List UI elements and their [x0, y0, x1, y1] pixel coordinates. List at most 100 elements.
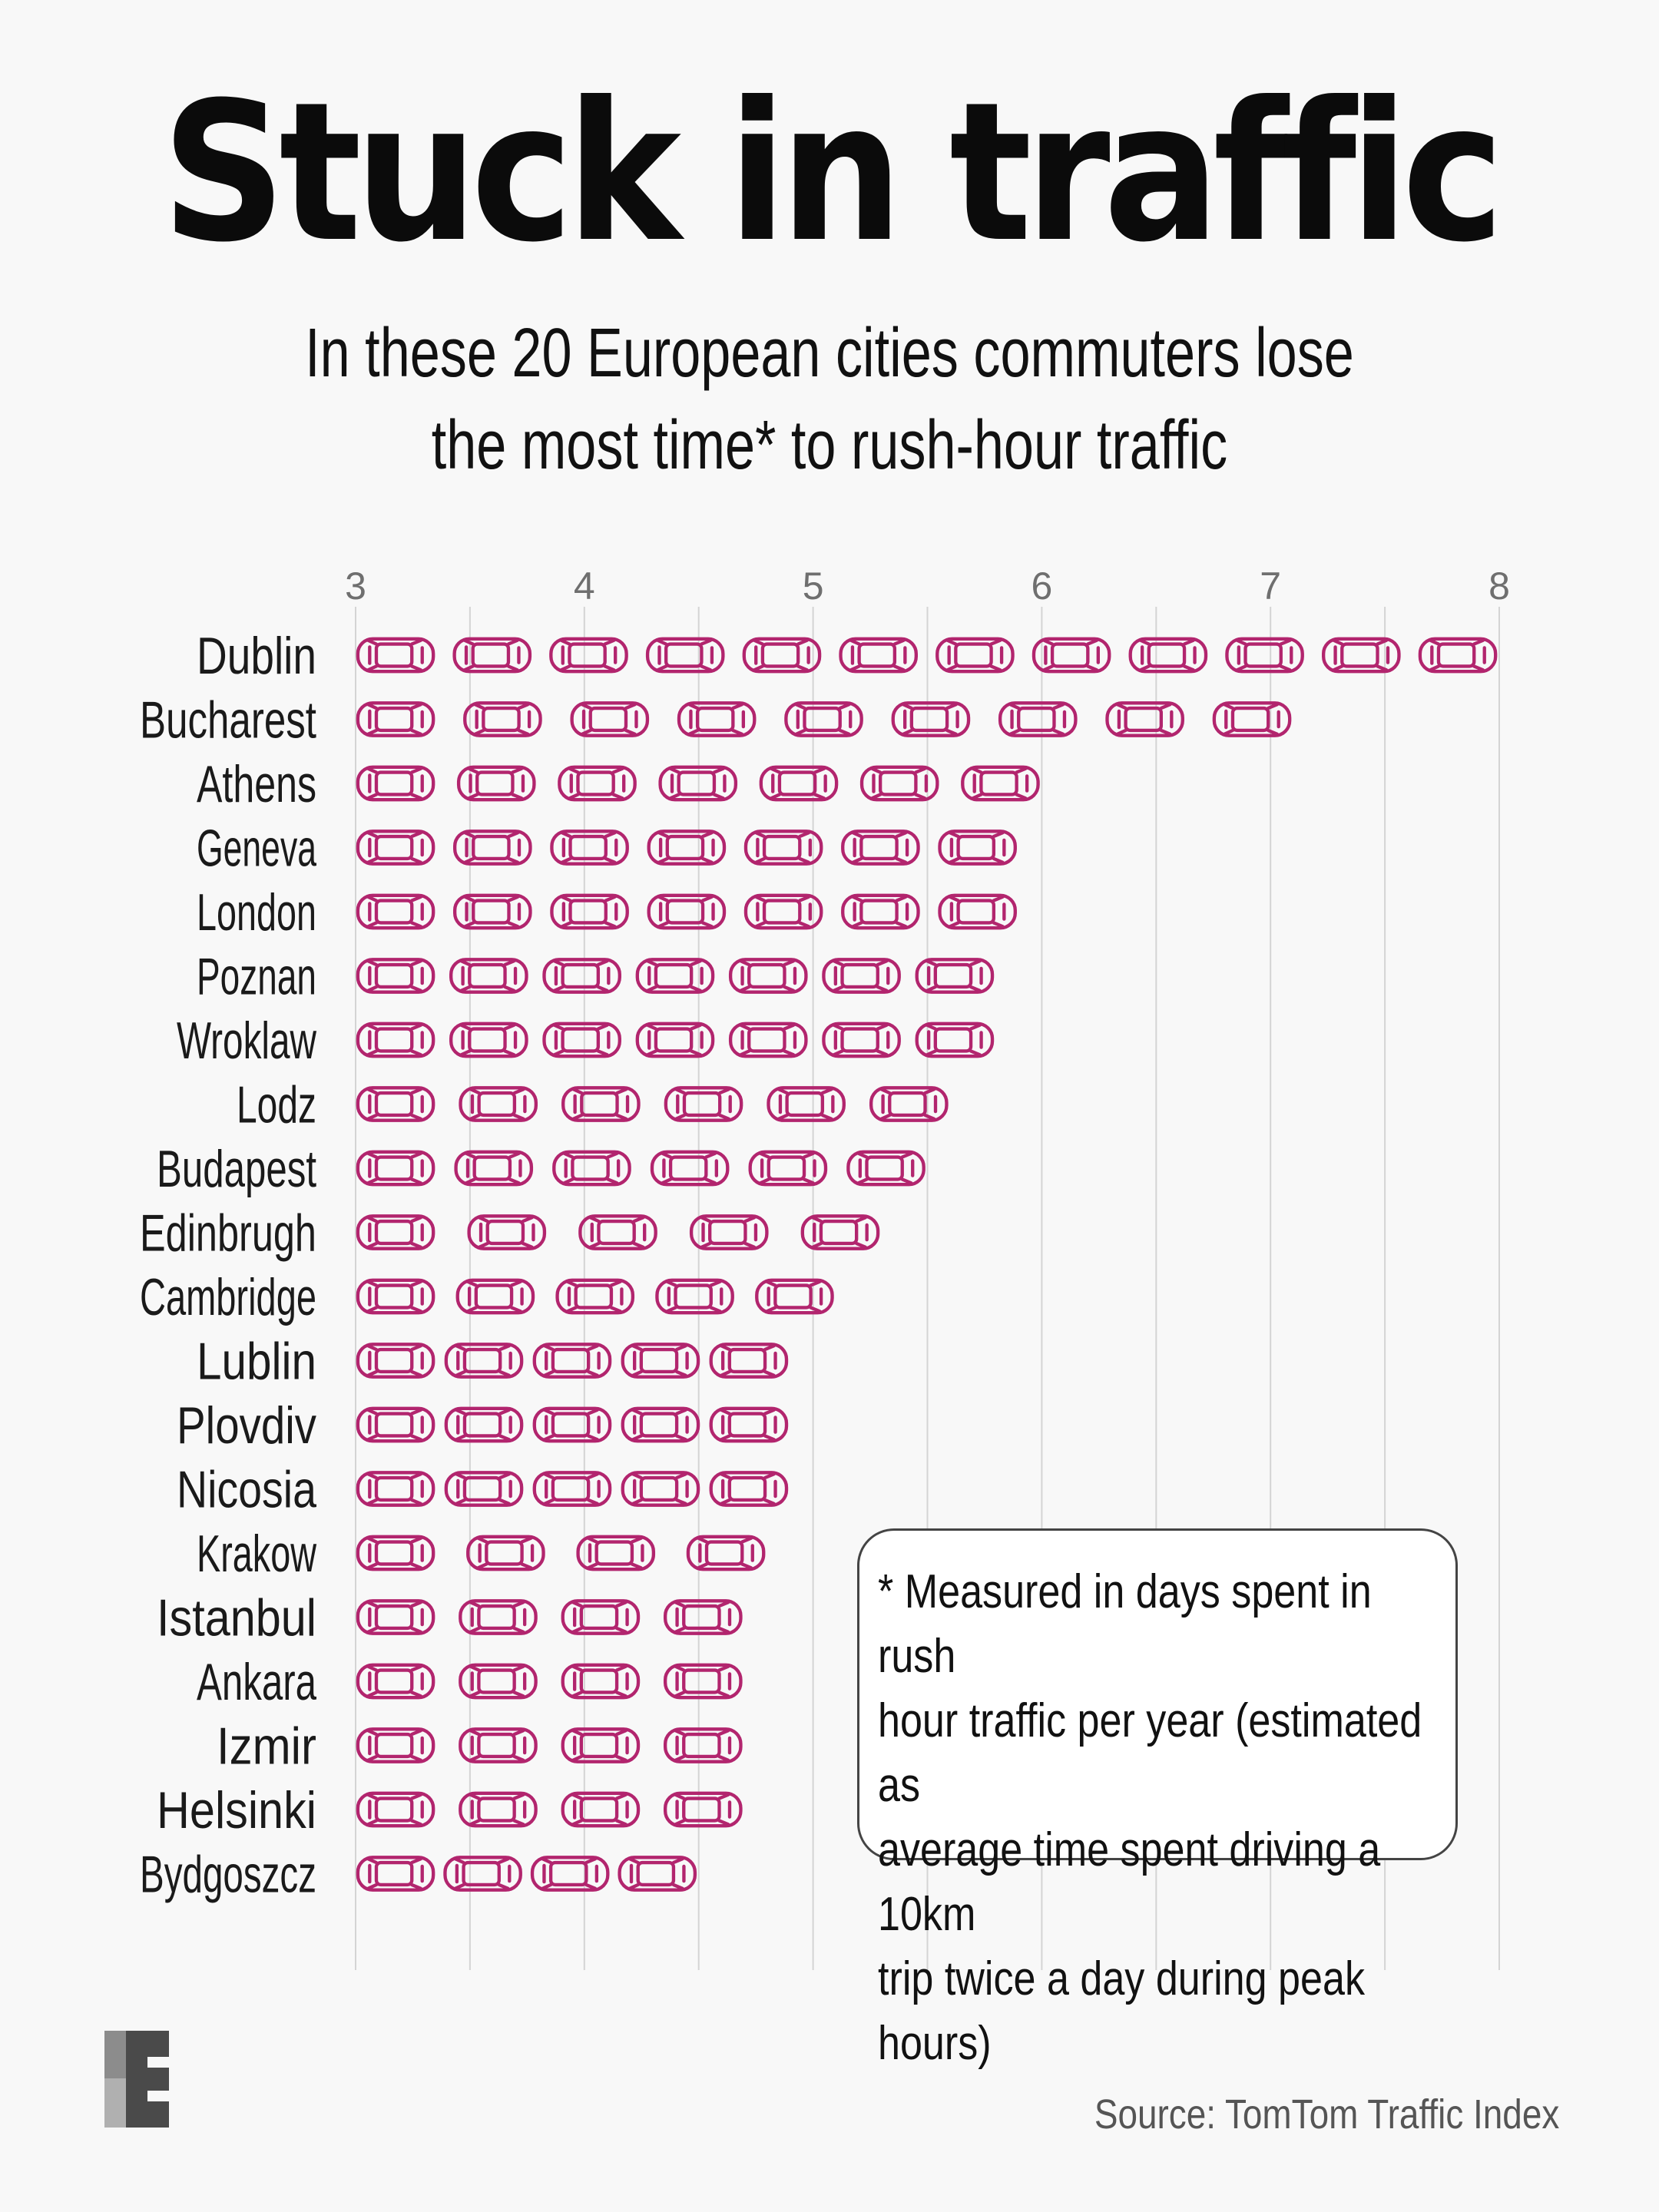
car-icon — [358, 1472, 433, 1505]
car-icon — [558, 1280, 633, 1313]
car-icon — [358, 1665, 433, 1697]
city-label: Cambridge — [140, 1268, 316, 1326]
car-icon — [469, 1216, 545, 1248]
car-icon — [358, 1601, 433, 1633]
car-icon — [711, 1344, 786, 1376]
car-icon — [666, 1088, 741, 1120]
city-label: Lublin — [197, 1333, 316, 1391]
car-icon — [730, 1024, 806, 1056]
car-icon — [358, 1857, 433, 1889]
bar-krakow — [358, 1537, 763, 1569]
car-icon — [460, 1793, 535, 1826]
car-icon — [445, 1857, 520, 1889]
car-icon — [691, 1216, 767, 1248]
car-icon — [757, 1280, 832, 1313]
car-icon — [446, 1472, 522, 1505]
city-label: London — [197, 883, 316, 942]
x-tick-label: 3 — [345, 565, 366, 608]
car-icon — [532, 1857, 608, 1889]
car-icon — [451, 1024, 526, 1056]
car-icon — [358, 831, 433, 863]
car-icon — [358, 767, 433, 800]
car-icon — [551, 896, 627, 928]
car-icon — [657, 1280, 732, 1313]
car-icon — [455, 639, 530, 671]
car-icon — [665, 1793, 740, 1826]
car-icon — [769, 1088, 844, 1120]
car-icon — [620, 1857, 695, 1889]
car-icon — [580, 1216, 655, 1248]
car-icon — [460, 1729, 535, 1761]
bar-poznan — [358, 959, 992, 992]
car-icon — [535, 1344, 610, 1376]
x-tick-label: 7 — [1260, 565, 1281, 608]
car-icon — [649, 896, 724, 928]
car-icon — [862, 767, 937, 800]
car-icon — [455, 831, 530, 863]
car-icon — [468, 1537, 543, 1569]
city-label: Istanbul — [157, 1589, 316, 1647]
source-note: Source: TomTom Traffic Index — [1094, 2091, 1559, 2137]
car-icon — [893, 703, 969, 735]
car-icon — [848, 1152, 923, 1184]
bar-lodz — [358, 1088, 947, 1120]
city-label: Budapest — [157, 1140, 316, 1198]
chart-subtitle-line-2: the most time* to rush-hour traffic — [431, 407, 1228, 484]
car-icon — [937, 639, 1012, 671]
car-icon — [554, 1152, 629, 1184]
city-label: Bucharest — [140, 691, 316, 750]
bar-nicosia — [358, 1472, 786, 1505]
car-icon — [465, 703, 540, 735]
bar-ankara — [358, 1665, 741, 1697]
car-icon — [1227, 639, 1302, 671]
bar-helsinki — [358, 1793, 741, 1826]
car-icon — [623, 1344, 698, 1376]
bar-wroklaw — [358, 1024, 992, 1056]
city-label: Helsinki — [157, 1781, 316, 1839]
car-icon — [1107, 703, 1182, 735]
car-icon — [563, 1088, 638, 1120]
car-icon — [746, 896, 821, 928]
chart-subtitle-line-1: In these 20 European cities commuters lo… — [305, 315, 1354, 392]
car-icon — [711, 1409, 786, 1441]
city-label: Ankara — [197, 1653, 316, 1711]
city-label: Izmir — [217, 1717, 316, 1776]
car-icon — [563, 1729, 638, 1761]
car-icon — [843, 896, 918, 928]
car-icon — [563, 1665, 638, 1697]
car-icon — [460, 1601, 535, 1633]
car-icon — [652, 1152, 727, 1184]
car-icon — [940, 896, 1015, 928]
car-icon — [358, 896, 433, 928]
car-icon — [871, 1088, 946, 1120]
footnote-box: * Measured in days spent in rush hour tr… — [857, 1528, 1458, 2070]
city-label: Lodz — [237, 1076, 316, 1134]
bar-bydgoszcz — [358, 1857, 695, 1889]
bar-bucharest — [358, 703, 1290, 735]
bar-london — [358, 896, 1015, 928]
x-tick-label: 6 — [1031, 565, 1052, 608]
car-icon — [563, 1793, 638, 1826]
car-icon — [637, 1024, 713, 1056]
car-icon — [1131, 639, 1206, 671]
city-label: Bydgoszcz — [140, 1846, 316, 1904]
car-icon — [358, 1088, 433, 1120]
bar-lublin — [358, 1344, 786, 1376]
footnote-text: * Measured in days spent in rush hour tr… — [878, 1565, 1422, 2070]
car-icon — [551, 831, 627, 863]
car-icon — [461, 1088, 536, 1120]
city-label: Plovdiv — [177, 1396, 316, 1455]
bar-budapest — [358, 1152, 924, 1184]
car-icon — [649, 831, 724, 863]
car-icon — [1323, 639, 1399, 671]
car-icon — [730, 959, 806, 992]
car-icon — [665, 1729, 740, 1761]
car-icon — [1000, 703, 1075, 735]
bar-geneva — [358, 831, 1015, 863]
city-label: Nicosia — [177, 1461, 316, 1519]
car-icon — [940, 831, 1015, 863]
city-label: Athens — [197, 755, 316, 813]
car-icon — [535, 1472, 610, 1505]
car-icon — [572, 703, 647, 735]
